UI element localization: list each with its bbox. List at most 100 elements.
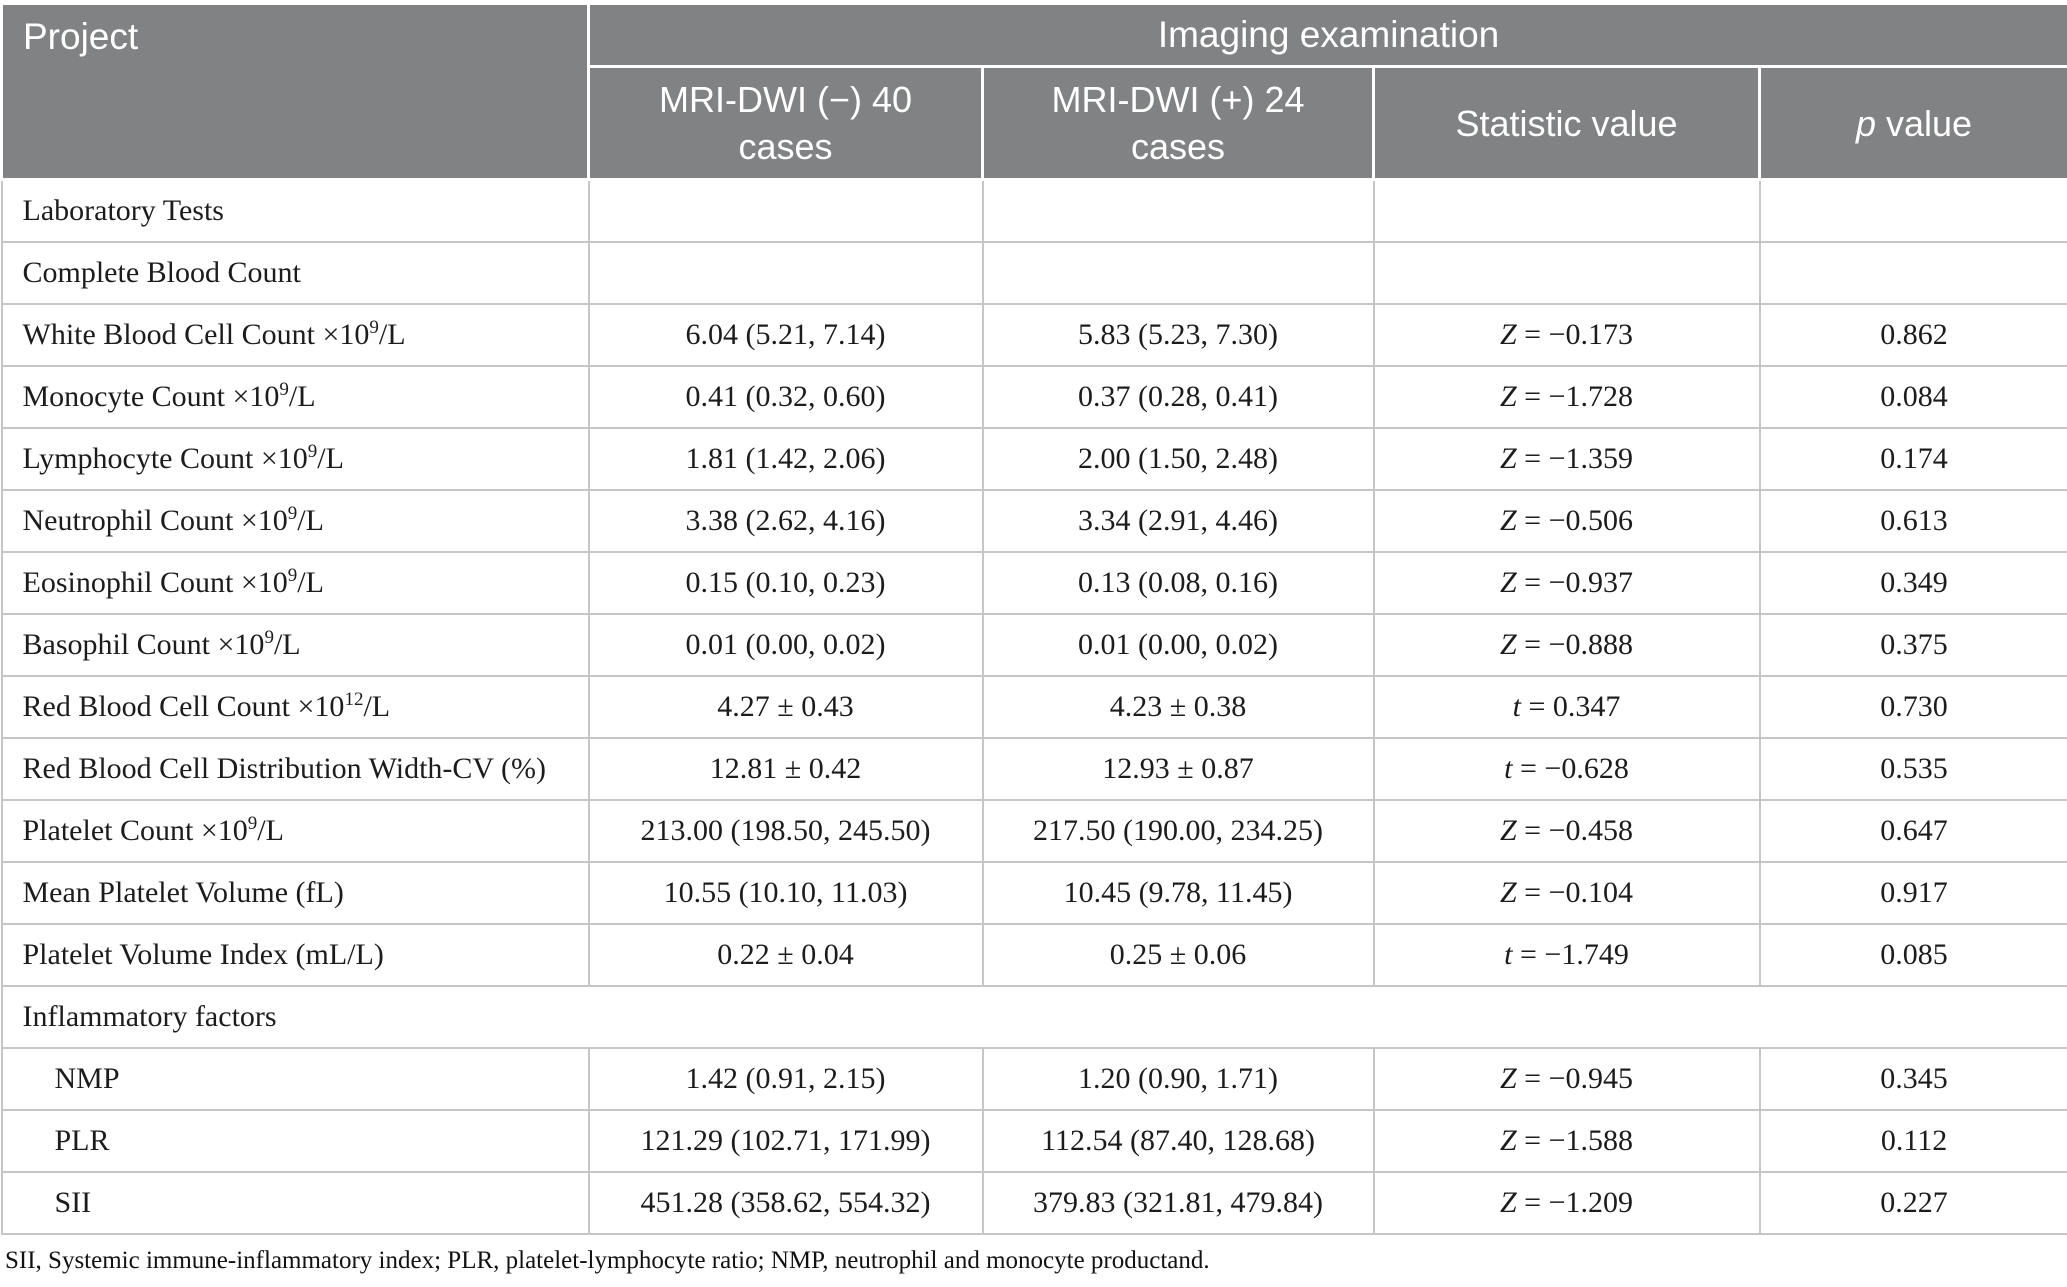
row-label: PLR — [0, 1110, 589, 1173]
table-row: Complete Blood Count — [0, 242, 2067, 305]
cell-value: 0.535 — [1758, 738, 2067, 801]
cell-value — [587, 242, 983, 305]
cell-value: 0.375 — [1758, 614, 2067, 677]
header-col-label: Statistic value — [1455, 102, 1678, 144]
cell-value: Z = −0.945 — [1372, 1048, 1760, 1111]
lab-results-table: Project Imaging examination MRI-DWI (−) … — [0, 2, 2067, 1235]
cell-value: t = −0.628 — [1372, 738, 1760, 801]
row-label: NMP — [0, 1048, 589, 1111]
cell-value: Z = −0.104 — [1372, 862, 1760, 925]
row-label: Platelet Volume Index (mL/L) — [0, 924, 589, 987]
cell-value: 0.084 — [1758, 366, 2067, 429]
table-row: Neutrophil Count ×109/L 3.38 (2.62, 4.16)… — [0, 490, 2067, 553]
cell-value — [1372, 242, 1760, 305]
table-body: Laboratory Tests Complete Blood Count Whit… — [0, 179, 2067, 1235]
cell-value: Z = −1.588 — [1372, 1110, 1760, 1173]
cell-value: 3.38 (2.62, 4.16) — [587, 490, 983, 553]
cell-value: 217.50 (190.00, 234.25) — [981, 800, 1374, 863]
cell-value: 0.613 — [1758, 490, 2067, 553]
cell-value: 0.349 — [1758, 552, 2067, 615]
cell-value: t = −1.749 — [1372, 924, 1760, 987]
cell-value: 0.15 (0.10, 0.23) — [587, 552, 983, 615]
cell-value: 2.00 (1.50, 2.48) — [981, 428, 1374, 491]
cell-value: Z = −1.209 — [1372, 1172, 1760, 1235]
cell-value: Z = −0.506 — [1372, 490, 1760, 553]
cell-value: 0.917 — [1758, 862, 2067, 925]
cell-value: 10.45 (9.78, 11.45) — [981, 862, 1374, 925]
cell-value: 0.227 — [1758, 1172, 2067, 1235]
row-label: White Blood Cell Count ×109/L — [0, 304, 589, 367]
cell-value — [1372, 179, 1760, 243]
table-row: Inflammatory factors — [0, 986, 2067, 1049]
cell-value: 0.01 (0.00, 0.02) — [587, 614, 983, 677]
cell-value: 0.13 (0.08, 0.16) — [981, 552, 1374, 615]
table-row: White Blood Cell Count ×109/L 6.04 (5.21,… — [0, 304, 2067, 367]
table-row: Laboratory Tests — [0, 179, 2067, 243]
cell-value: 12.93 ± 0.87 — [981, 738, 1374, 801]
row-label: Neutrophil Count ×109/L — [0, 490, 589, 553]
row-label: Complete Blood Count — [0, 242, 589, 305]
row-label: Inflammatory factors — [0, 986, 2067, 1049]
row-label: Mean Platelet Volume (fL) — [0, 862, 589, 925]
cell-value: 0.862 — [1758, 304, 2067, 367]
cell-value: Z = −1.359 — [1372, 428, 1760, 491]
cell-value: 0.085 — [1758, 924, 2067, 987]
cell-value: Z = −0.937 — [1372, 552, 1760, 615]
cell-value: 0.25 ± 0.06 — [981, 924, 1374, 987]
table-row: Mean Platelet Volume (fL) 10.55 (10.10, 1… — [0, 862, 2067, 925]
cell-value — [1758, 179, 2067, 243]
header-project: Project — [0, 2, 590, 181]
row-label: Platelet Count ×109/L — [0, 800, 589, 863]
cell-value — [981, 179, 1374, 243]
cell-value: 213.00 (198.50, 245.50) — [587, 800, 983, 863]
header-row-columns: MRI-DWI (−) 40 cases MRI-DWI (+) 24 case… — [2, 65, 2067, 181]
cell-value: 10.55 (10.10, 11.03) — [587, 862, 983, 925]
cell-value — [587, 179, 983, 243]
header-imaging-examination: Imaging examination — [586, 2, 2067, 68]
row-label: Red Blood Cell Distribution Width-CV (%) — [0, 738, 589, 801]
header-col-label: MRI-DWI (+) 24 cases — [1051, 79, 1305, 167]
header-col-label: MRI-DWI (−) 40 cases — [658, 79, 912, 167]
cell-value: 12.81 ± 0.42 — [587, 738, 983, 801]
table-row: Red Blood Cell Distribution Width-CV (%)… — [0, 738, 2067, 801]
table-row: Red Blood Cell Count ×1012/L 4.27 ± 0.43 4… — [0, 676, 2067, 739]
cell-value: 4.27 ± 0.43 — [587, 676, 983, 739]
table-row: PLR 121.29 (102.71, 171.99) 112.54 (87.40,… — [0, 1110, 2067, 1173]
cell-value: 0.112 — [1758, 1110, 2067, 1173]
cell-value: 379.83 (321.81, 479.84) — [981, 1172, 1374, 1235]
cell-value: 4.23 ± 0.38 — [981, 676, 1374, 739]
table-row: NMP 1.42 (0.91, 2.15) 1.20 (0.90, 1.71) Z =… — [0, 1048, 2067, 1111]
cell-value — [981, 242, 1374, 305]
header-col-mri-dwi-positive: MRI-DWI (+) 24 cases — [981, 65, 1375, 181]
cell-value: 112.54 (87.40, 128.68) — [981, 1110, 1374, 1173]
cell-value: 0.345 — [1758, 1048, 2067, 1111]
table-footnote: SII, Systemic immune-inflammatory index;… — [5, 1247, 1210, 1274]
row-label: Red Blood Cell Count ×1012/L — [0, 676, 589, 739]
table-header: Project Imaging examination MRI-DWI (−) … — [0, 2, 2067, 181]
cell-value: 5.83 (5.23, 7.30) — [981, 304, 1374, 367]
header-col-mri-dwi-negative: MRI-DWI (−) 40 cases — [587, 65, 984, 181]
row-label: Eosinophil Count ×109/L — [0, 552, 589, 615]
cell-value: 0.41 (0.32, 0.60) — [587, 366, 983, 429]
cell-value: 1.81 (1.42, 2.06) — [587, 428, 983, 491]
row-label: Monocyte Count ×109/L — [0, 366, 589, 429]
cell-value: Z = −0.173 — [1372, 304, 1760, 367]
row-label: Basophil Count ×109/L — [0, 614, 589, 677]
table-row: Basophil Count ×109/L 0.01 (0.00, 0.02) 0.… — [0, 614, 2067, 677]
row-label: Laboratory Tests — [0, 179, 589, 243]
cell-value: Z = −1.728 — [1372, 366, 1760, 429]
cell-value: Z = −0.888 — [1372, 614, 1760, 677]
row-label: Lymphocyte Count ×109/L — [0, 428, 589, 491]
cell-value: 0.647 — [1758, 800, 2067, 863]
row-label: SII — [0, 1172, 589, 1235]
table-row: Eosinophil Count ×109/L 0.15 (0.10, 0.23)… — [0, 552, 2067, 615]
cell-value: 1.20 (0.90, 1.71) — [981, 1048, 1374, 1111]
cell-value: 1.42 (0.91, 2.15) — [587, 1048, 983, 1111]
cell-value: 0.37 (0.28, 0.41) — [981, 366, 1374, 429]
table-row: Platelet Count ×109/L 213.00 (198.50, 245… — [0, 800, 2067, 863]
cell-value: 121.29 (102.71, 171.99) — [587, 1110, 983, 1173]
header-row-group: Project Imaging examination — [0, 2, 2067, 181]
table-row: Lymphocyte Count ×109/L 1.81 (1.42, 2.06)… — [0, 428, 2067, 491]
cell-value — [1758, 242, 2067, 305]
